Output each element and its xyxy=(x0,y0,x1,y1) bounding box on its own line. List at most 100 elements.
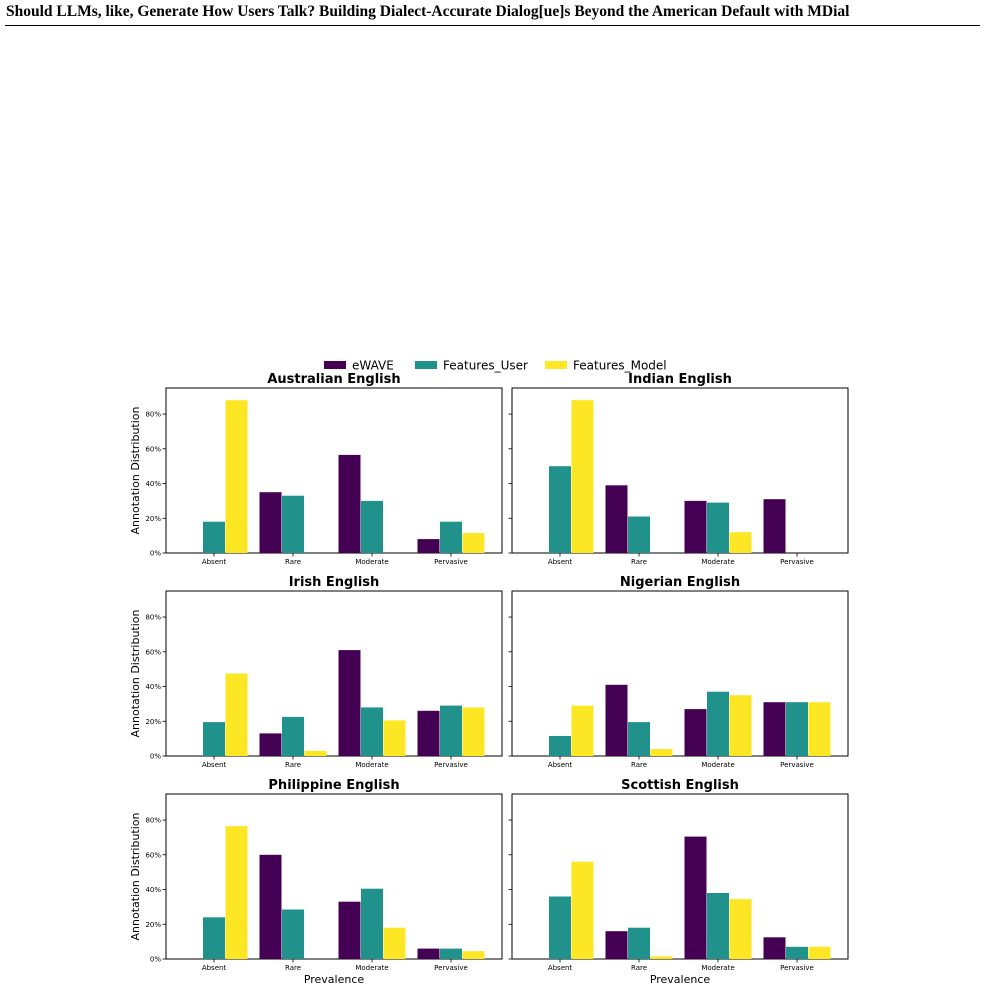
x-tick-label-pervasive: Pervasive xyxy=(780,761,814,769)
x-tick-label-pervasive: Pervasive xyxy=(780,964,814,972)
x-axis-label: Prevalence xyxy=(304,973,365,986)
page-header-title: Should LLMs, like, Generate How Users Ta… xyxy=(6,3,850,20)
bar-indian-english-moderate-ewave xyxy=(684,500,707,553)
bar-irish-english-absent-features-model xyxy=(225,673,248,756)
bar-australian-english-absent-features-user xyxy=(203,521,225,553)
bar-nigerian-english-rare-ewave xyxy=(605,684,628,756)
y-tick-label: 0% xyxy=(150,753,161,761)
x-tick-label-pervasive: Pervasive xyxy=(434,558,468,566)
y-axis-label: Annotation Distribution xyxy=(129,406,142,534)
bar-scottish-english-moderate-features-user xyxy=(707,893,729,959)
x-tick-label-rare: Rare xyxy=(631,964,647,972)
x-tick-label-pervasive: Pervasive xyxy=(780,558,814,566)
bar-australian-english-rare-features-user xyxy=(282,495,304,553)
bar-australian-english-pervasive-features-model xyxy=(462,533,485,553)
bar-irish-english-rare-features-model xyxy=(304,750,327,756)
legend-swatch-features-model xyxy=(545,361,567,369)
panel-frame-indian-english xyxy=(511,387,849,554)
panel-title-irish-english: Irish English xyxy=(289,575,380,590)
bar-irish-english-moderate-features-model xyxy=(383,720,406,756)
panel-title-nigerian-english: Nigerian English xyxy=(620,575,740,590)
y-tick-label: 80% xyxy=(145,817,161,825)
bar-nigerian-english-moderate-features-user xyxy=(707,691,729,756)
header-rule xyxy=(5,25,980,26)
bar-indian-english-moderate-features-user xyxy=(707,502,729,553)
x-tick-label-absent: Absent xyxy=(548,761,573,769)
panel-frame-philippine-english xyxy=(165,793,503,960)
bar-philippine-english-pervasive-features-model xyxy=(462,951,485,959)
panel-title-australian-english: Australian English xyxy=(267,372,400,387)
y-tick-label: 40% xyxy=(145,683,161,691)
bar-scottish-english-moderate-ewave xyxy=(684,836,707,959)
bar-irish-english-pervasive-ewave xyxy=(417,710,440,756)
legend-label-features-model: Features_Model xyxy=(573,359,667,373)
bar-scottish-english-rare-features-user xyxy=(628,927,650,959)
x-tick-label-absent: Absent xyxy=(202,964,227,972)
bar-irish-english-moderate-ewave xyxy=(338,650,361,756)
bar-philippine-english-rare-features-user xyxy=(282,909,304,959)
panel-frame-scottish-english xyxy=(511,793,849,960)
bar-nigerian-english-rare-features-model xyxy=(650,749,673,756)
y-tick-label: 40% xyxy=(145,480,161,488)
x-tick-label-rare: Rare xyxy=(631,558,647,566)
y-tick-label: 60% xyxy=(145,445,161,453)
panel-frame-australian-english xyxy=(165,387,503,554)
x-tick-label-absent: Absent xyxy=(202,761,227,769)
bar-scottish-english-pervasive-features-model xyxy=(808,946,831,959)
x-tick-label-moderate: Moderate xyxy=(701,558,734,566)
bar-australian-english-moderate-features-user xyxy=(361,500,383,553)
x-tick-label-absent: Absent xyxy=(202,558,227,566)
panel-frame-irish-english xyxy=(165,590,503,757)
bar-nigerian-english-absent-features-model xyxy=(571,705,594,756)
bar-indian-english-rare-features-user xyxy=(628,516,650,553)
panel-title-scottish-english: Scottish English xyxy=(621,778,739,793)
bar-scottish-english-pervasive-features-user xyxy=(786,946,808,959)
bar-scottish-english-moderate-features-model xyxy=(729,899,752,959)
x-tick-label-rare: Rare xyxy=(285,558,301,566)
bar-scottish-english-rare-ewave xyxy=(605,931,628,959)
y-tick-label: 0% xyxy=(150,550,161,558)
y-axis-label: Annotation Distribution xyxy=(129,812,142,940)
bar-nigerian-english-moderate-features-model xyxy=(729,695,752,756)
panel-title-philippine-english: Philippine English xyxy=(268,778,399,793)
bar-irish-english-rare-features-user xyxy=(282,716,304,756)
y-tick-label: 20% xyxy=(145,718,161,726)
bar-philippine-english-pervasive-ewave xyxy=(417,948,440,959)
bar-indian-english-pervasive-ewave xyxy=(763,499,786,553)
legend-label-ewave: eWAVE xyxy=(352,359,394,373)
bar-scottish-english-absent-features-model xyxy=(571,861,594,959)
bar-australian-english-pervasive-features-user xyxy=(440,521,462,553)
y-tick-label: 40% xyxy=(145,886,161,894)
bar-irish-english-absent-features-user xyxy=(203,722,225,756)
bar-philippine-english-moderate-features-user xyxy=(361,888,383,959)
bar-australian-english-pervasive-ewave xyxy=(417,539,440,553)
x-tick-label-absent: Absent xyxy=(548,964,573,972)
bar-nigerian-english-pervasive-features-model xyxy=(808,702,831,756)
x-tick-label-moderate: Moderate xyxy=(355,964,388,972)
bar-nigerian-english-absent-features-user xyxy=(549,736,571,756)
bar-indian-english-absent-features-model xyxy=(571,400,594,553)
y-tick-label: 60% xyxy=(145,851,161,859)
bar-irish-english-pervasive-features-model xyxy=(462,707,485,756)
legend-swatch-ewave xyxy=(324,361,346,369)
x-tick-label-moderate: Moderate xyxy=(355,558,388,566)
bar-australian-english-rare-ewave xyxy=(259,492,282,553)
legend-swatch-features-user xyxy=(415,361,437,369)
bar-philippine-english-absent-features-user xyxy=(203,917,225,959)
bar-nigerian-english-moderate-ewave xyxy=(684,709,707,756)
x-tick-label-moderate: Moderate xyxy=(355,761,388,769)
bar-australian-english-moderate-ewave xyxy=(338,454,361,553)
y-axis-label: Annotation Distribution xyxy=(129,609,142,737)
y-tick-label: 0% xyxy=(150,956,161,964)
x-tick-label-rare: Rare xyxy=(631,761,647,769)
bar-irish-english-pervasive-features-user xyxy=(440,705,462,756)
x-tick-label-rare: Rare xyxy=(285,964,301,972)
y-tick-label: 60% xyxy=(145,648,161,656)
bar-philippine-english-moderate-features-model xyxy=(383,927,406,959)
legend-label-features-user: Features_User xyxy=(443,359,528,373)
bar-indian-english-moderate-features-model xyxy=(729,532,752,553)
bar-scottish-english-absent-features-user xyxy=(549,896,571,959)
bar-indian-english-rare-ewave xyxy=(605,485,628,553)
panel-frame-nigerian-english xyxy=(511,590,849,757)
